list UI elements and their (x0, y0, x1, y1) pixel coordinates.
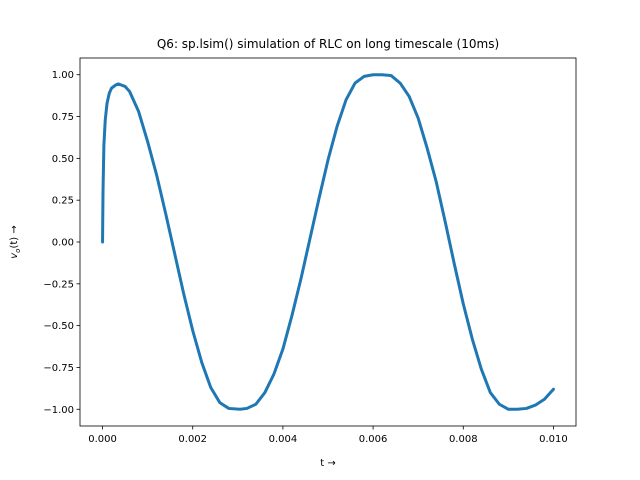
plot-area (101, 73, 555, 411)
y-axis-label-rest: (t) → (9, 225, 20, 248)
x-tick-label: 0.010 (539, 434, 568, 445)
y-axis: 1.00 0.75 0.50 0.25 0.00 −0.25 −0.50 −0.75 −1.00 (43, 70, 80, 416)
y-tick-label: −0.75 (43, 363, 74, 374)
y-tick-label: 0.75 (52, 112, 74, 123)
y-tick-label: 0.00 (52, 238, 74, 249)
y-tick-label: −0.25 (43, 279, 74, 290)
y-axis-label: vo(t) → (9, 225, 22, 259)
y-axis-label-var: v (9, 252, 20, 259)
y-axis-label-sub: o (14, 249, 22, 253)
y-tick-label: 0.50 (52, 154, 74, 165)
x-tick-label: 0.004 (269, 434, 298, 445)
y-tick-label: −0.50 (43, 321, 74, 332)
y-tick-label: 0.25 (52, 196, 74, 207)
series-line-0 (101, 73, 555, 411)
y-tick-label: −1.00 (43, 405, 74, 416)
x-axis-label: t → (320, 458, 335, 469)
chart-title: Q6: sp.lsim() simulation of RLC on long … (157, 37, 499, 51)
x-tick-label: 0.000 (88, 434, 117, 445)
x-tick-label: 0.006 (359, 434, 388, 445)
y-tick-label: 1.00 (52, 70, 74, 81)
x-axis: 0.000 0.002 0.004 0.006 0.008 0.010 (88, 426, 568, 445)
x-tick-label: 0.002 (178, 434, 207, 445)
x-tick-label: 0.008 (449, 434, 478, 445)
